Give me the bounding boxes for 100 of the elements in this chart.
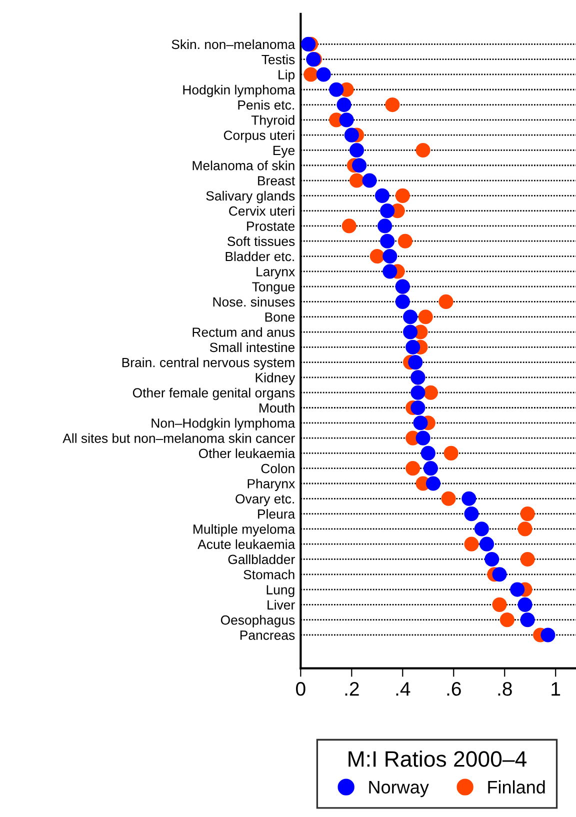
y-tick-label: Other leukaemia <box>198 448 296 458</box>
y-tick-label: Penis etc. <box>238 100 294 110</box>
y-tick-label: Acute leukaemia <box>198 539 296 549</box>
y-tick-label: All sites but non–melanoma skin cancer <box>62 433 295 443</box>
y-tick-label: Pancreas <box>240 630 295 640</box>
x-tick-label: 1 <box>552 682 560 696</box>
point <box>492 597 507 612</box>
y-tick-label: Cervix uteri <box>229 206 294 216</box>
y-tick-label: Gallbladder <box>228 554 295 564</box>
point <box>316 67 331 82</box>
point <box>339 112 354 128</box>
point <box>444 446 458 460</box>
y-tick-label: Testis <box>262 54 295 64</box>
point <box>382 264 398 279</box>
point <box>329 82 344 97</box>
point <box>382 248 398 264</box>
point <box>441 491 456 506</box>
point <box>408 355 423 370</box>
point <box>520 612 535 628</box>
x-tick-label: .8 <box>498 682 512 696</box>
point <box>520 506 535 522</box>
y-tick-label: Hodgkin lymphoma <box>183 84 296 98</box>
x-tick-label: .4 <box>396 682 410 696</box>
y-tick-label: Larynx <box>256 267 295 279</box>
y-tick-label: Oesophagus <box>220 615 295 628</box>
y-tick-label: Other female genital organs <box>132 388 295 400</box>
y-tick-label: Lung <box>266 585 294 598</box>
y-tick-label: Thyroid <box>251 115 294 128</box>
point <box>406 340 420 354</box>
x-tick-label: 0 <box>296 682 306 696</box>
point <box>395 294 410 309</box>
point <box>416 142 430 158</box>
point <box>374 188 390 203</box>
point <box>416 430 430 446</box>
point <box>410 385 426 400</box>
legend-title: M:I Ratios 2000–4 <box>348 750 527 767</box>
point <box>352 158 367 173</box>
legend-label: Finland <box>488 780 545 794</box>
y-tick-label: Mouth <box>260 402 294 413</box>
x-tick-label: .6 <box>447 682 461 696</box>
y-tick-label: Tongue <box>252 282 295 294</box>
point <box>403 310 418 324</box>
point <box>462 491 476 506</box>
point <box>518 597 532 612</box>
y-tick-label: Melanoma of skin <box>192 160 294 170</box>
point <box>403 324 418 340</box>
y-tick-label: Rectum and anus <box>192 327 295 337</box>
y-tick-label: Non–Hodgkin lymphoma <box>152 418 296 430</box>
y-tick-label: Pharynx <box>248 478 295 492</box>
point <box>395 188 410 203</box>
point <box>385 97 400 112</box>
point <box>474 522 489 536</box>
point <box>380 204 395 218</box>
point <box>423 461 438 476</box>
y-tick-label: Multiple myeloma <box>194 524 296 536</box>
y-tick-label: Pleura <box>258 509 296 519</box>
point <box>413 416 428 430</box>
point <box>484 552 500 567</box>
y-tick-label: Soft tissues <box>228 236 295 246</box>
point <box>520 552 535 567</box>
point <box>479 536 494 552</box>
y-tick-label: Brain. central nervous system <box>122 358 294 370</box>
point <box>492 567 507 582</box>
y-tick-label: Skin. non–melanoma <box>172 39 296 50</box>
point <box>344 128 359 142</box>
point <box>304 67 318 82</box>
point <box>464 506 479 522</box>
point <box>370 248 384 264</box>
y-tick-label: Nose. sinuses <box>213 296 295 307</box>
point <box>349 142 364 158</box>
y-tick-label: Liver <box>268 600 295 610</box>
y-tick-label: Corpus uteri <box>224 130 294 143</box>
point <box>336 97 352 112</box>
y-tick-label: Stomach <box>244 570 294 580</box>
y-tick-label: Prostate <box>247 222 295 231</box>
point <box>410 400 426 416</box>
y-tick-label: Bone <box>265 312 295 322</box>
y-tick-label: Salivary glands <box>206 190 295 204</box>
point <box>342 218 356 234</box>
point <box>349 173 364 188</box>
point <box>518 522 532 536</box>
point <box>378 218 392 234</box>
x-tick-label: .2 <box>345 682 359 696</box>
point <box>464 536 479 552</box>
point <box>380 234 395 248</box>
y-tick-label: Lip <box>278 70 295 82</box>
point <box>540 628 556 642</box>
point <box>362 173 377 188</box>
legend-label: Norway <box>369 780 429 798</box>
y-tick-label: Colon <box>261 464 294 474</box>
y-tick-label: Small intestine <box>210 342 295 352</box>
point <box>510 582 525 597</box>
point <box>500 612 514 628</box>
point <box>438 294 454 309</box>
point <box>418 310 433 324</box>
point <box>426 476 441 491</box>
y-tick-label: Ovary etc. <box>236 494 294 506</box>
y-tick-label: Kidney <box>256 372 296 385</box>
y-tick-label: Breast <box>258 176 296 186</box>
point <box>423 385 438 400</box>
